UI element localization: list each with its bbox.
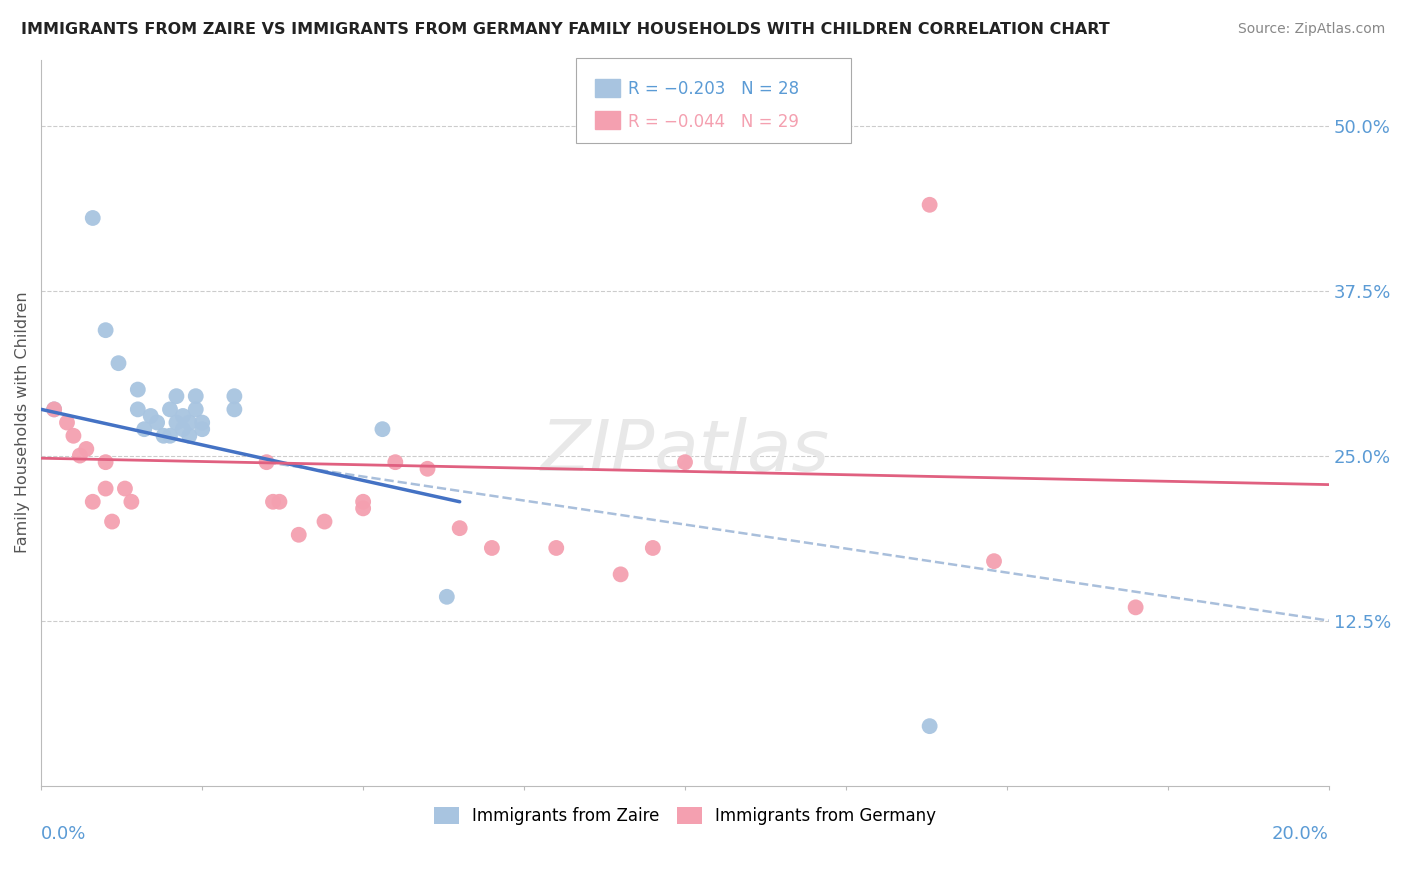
Point [152, 429, 174, 443]
Point [224, 389, 246, 403]
Point [436, 590, 458, 604]
Point [146, 416, 169, 430]
Point [352, 501, 374, 516]
Text: R = −0.044   N = 29: R = −0.044 N = 29 [628, 112, 800, 130]
Point [172, 422, 194, 436]
Point [983, 554, 1005, 568]
Point [134, 422, 156, 436]
Text: 20.0%: 20.0% [1272, 825, 1329, 844]
Point [609, 567, 631, 582]
Point [673, 455, 696, 469]
Text: IMMIGRANTS FROM ZAIRE VS IMMIGRANTS FROM GERMANY FAMILY HOUSEHOLDS WITH CHILDREN: IMMIGRANTS FROM ZAIRE VS IMMIGRANTS FROM… [21, 22, 1109, 37]
Point [384, 455, 406, 469]
Text: ZIPatlas: ZIPatlas [540, 417, 830, 486]
Point [94, 455, 117, 469]
Point [127, 402, 149, 417]
Point [82, 211, 104, 225]
Legend: Immigrants from Zaire, Immigrants from Germany: Immigrants from Zaire, Immigrants from G… [427, 800, 942, 831]
Point [114, 482, 136, 496]
Point [641, 541, 664, 555]
Point [918, 198, 941, 212]
Point [139, 409, 162, 423]
Point [269, 495, 291, 509]
Point [191, 416, 214, 430]
Point [179, 429, 201, 443]
Point [262, 495, 284, 509]
Point [42, 402, 65, 417]
Point [546, 541, 568, 555]
Point [256, 455, 278, 469]
Point [94, 323, 117, 337]
Point [62, 429, 84, 443]
Point [481, 541, 503, 555]
Point [165, 416, 187, 430]
Point [56, 416, 79, 430]
Point [69, 449, 91, 463]
Point [165, 389, 187, 403]
Point [127, 383, 149, 397]
Y-axis label: Family Households with Children: Family Households with Children [15, 292, 30, 553]
Point [159, 402, 181, 417]
Point [101, 515, 124, 529]
Point [918, 719, 941, 733]
Point [416, 462, 439, 476]
Point [191, 422, 214, 436]
Point [352, 495, 374, 509]
Point [159, 429, 181, 443]
Point [82, 495, 104, 509]
Point [184, 402, 207, 417]
Text: R = −0.203   N = 28: R = −0.203 N = 28 [628, 80, 800, 98]
Point [449, 521, 471, 535]
Point [75, 442, 97, 456]
Point [120, 495, 142, 509]
Text: Source: ZipAtlas.com: Source: ZipAtlas.com [1237, 22, 1385, 37]
Point [42, 402, 65, 417]
Point [1125, 600, 1147, 615]
Point [179, 416, 201, 430]
Point [94, 482, 117, 496]
Text: 0.0%: 0.0% [41, 825, 87, 844]
Point [107, 356, 129, 370]
Point [371, 422, 394, 436]
Point [184, 389, 207, 403]
Point [224, 402, 246, 417]
Point [287, 528, 309, 542]
Point [172, 409, 194, 423]
Point [314, 515, 336, 529]
